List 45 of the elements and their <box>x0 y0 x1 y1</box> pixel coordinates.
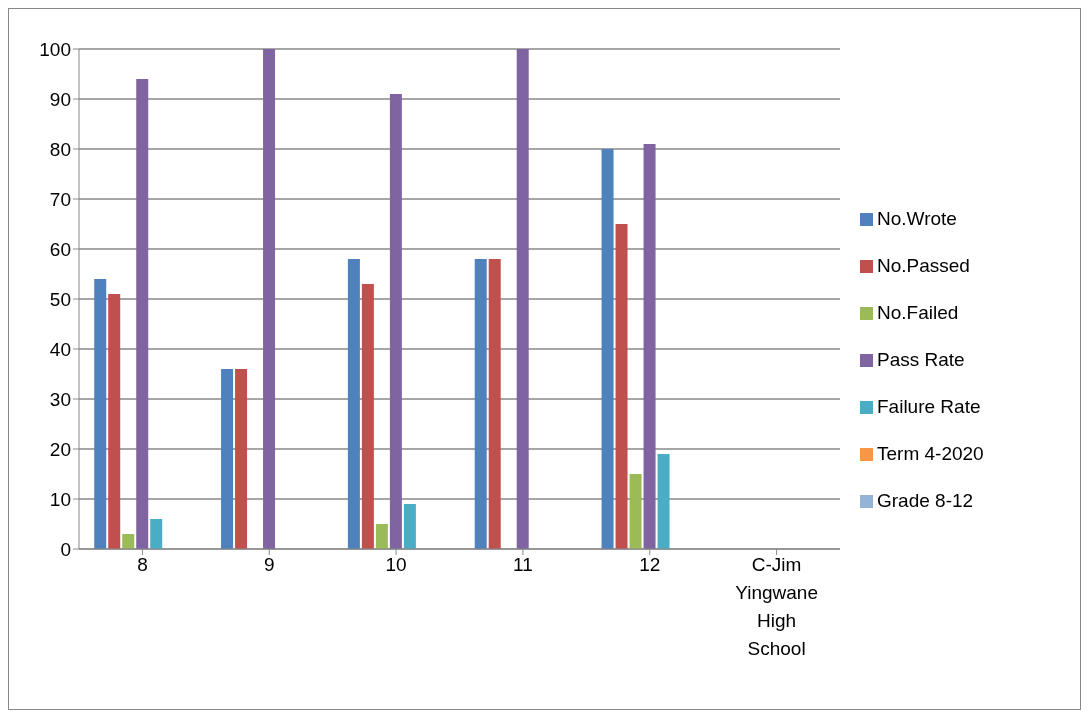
bar <box>474 259 487 549</box>
bar <box>263 49 276 549</box>
bar <box>94 279 107 549</box>
x-tick-label: 8 <box>137 554 148 575</box>
bar <box>657 454 670 549</box>
y-tick-label: 50 <box>49 288 71 310</box>
bar <box>615 224 628 549</box>
bar <box>601 149 614 549</box>
legend-label: Failure Rate <box>877 395 981 417</box>
y-tick-label: 10 <box>49 488 71 510</box>
bar <box>150 519 163 549</box>
bar <box>361 284 374 549</box>
bar <box>122 534 135 549</box>
x-tick-label: C-Jim Yingwane High School <box>735 554 818 659</box>
bar <box>488 259 501 549</box>
y-tick-label: 40 <box>49 338 71 360</box>
y-tick-label: 30 <box>49 388 71 410</box>
x-tick-label: 11 <box>513 554 533 575</box>
y-tick-label: 70 <box>49 188 71 210</box>
bar <box>136 79 149 549</box>
bar <box>643 144 656 549</box>
bar <box>389 94 402 549</box>
legend-label: No.Passed <box>877 254 970 276</box>
bar <box>629 474 642 549</box>
legend-label: No.Failed <box>877 301 959 323</box>
y-tick-label: 20 <box>49 438 71 460</box>
y-tick-label: 100 <box>39 38 71 60</box>
x-tick-label: 10 <box>385 554 407 575</box>
legend-label: Grade 8-12 <box>877 489 974 511</box>
legend-label: No.Wrote <box>877 207 957 229</box>
bar <box>516 49 529 549</box>
bar <box>347 259 360 549</box>
legend-label: Term 4-2020 <box>877 442 984 464</box>
bar <box>375 524 388 549</box>
y-tick-label: 0 <box>60 538 71 560</box>
y-tick-label: 60 <box>49 238 71 260</box>
x-tick-label: 9 <box>263 554 275 575</box>
x-tick-label: 12 <box>639 554 661 575</box>
legend-label: Pass Rate <box>877 348 965 370</box>
bar <box>221 369 234 549</box>
bar <box>403 504 416 549</box>
y-tick-label: 80 <box>49 138 71 160</box>
bar <box>108 294 121 549</box>
bar <box>235 369 248 549</box>
y-tick-label: 90 <box>49 88 71 110</box>
